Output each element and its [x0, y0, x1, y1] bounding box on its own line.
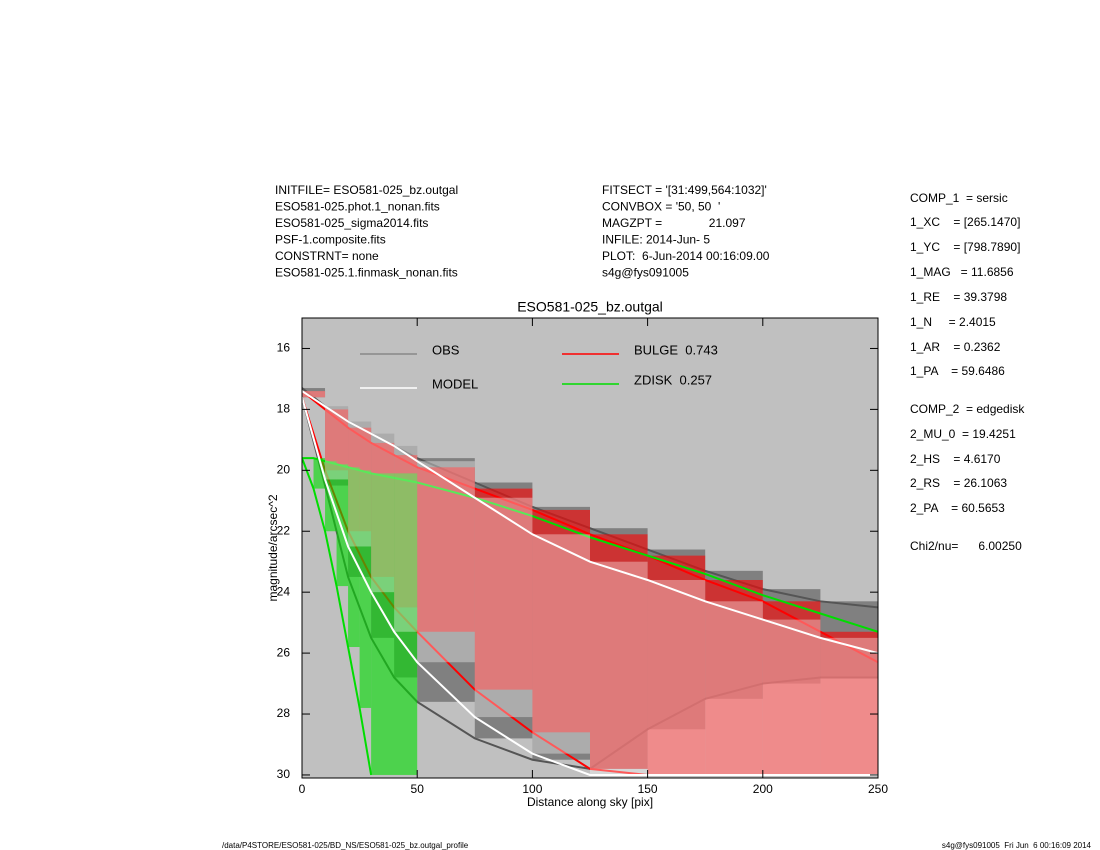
- band-segment: [590, 534, 648, 769]
- x-tick-label: 100: [522, 782, 542, 796]
- x-axis-label: Distance along sky [pix]: [527, 795, 653, 809]
- band-segment: [313, 458, 326, 489]
- header-left-line: CONSTRNT= none: [275, 249, 379, 263]
- fit-parameter: 2_HS = 4.6170: [910, 452, 1001, 466]
- x-tick-label: 50: [411, 782, 425, 796]
- fit-parameter: 2_PA = 60.5653: [910, 501, 1005, 515]
- header-middle-line: MAGZPT = 21.097: [602, 216, 746, 230]
- band-upper-edge: [302, 457, 878, 633]
- y-tick-label: 26: [277, 645, 291, 659]
- data-layer: [302, 387, 878, 776]
- plot-frame: [301, 317, 879, 779]
- band-segment: [762, 601, 821, 775]
- band-segment: [336, 464, 349, 587]
- legend-label: MODEL: [432, 376, 478, 391]
- band-upper-edge: [302, 390, 878, 664]
- y-tick-label: 30: [277, 767, 291, 781]
- band-segment: [325, 406, 349, 480]
- band-segment: [302, 391, 326, 398]
- chart-title: ESO581-025_bz.outgal: [517, 299, 663, 315]
- fit-parameter: 1_MAG = 11.6856: [910, 265, 1014, 279]
- band-segment: [417, 461, 475, 663]
- header-middle-line: FITSECT = '[31:499,564:1032]': [602, 183, 767, 197]
- legend-label: ZDISK 0.257: [634, 372, 712, 387]
- header-middle-line: PLOT: 6-Jun-2014 00:16:09.00: [602, 249, 770, 263]
- x-tick-label: 150: [638, 782, 658, 796]
- header-left-line: PSF-1.composite.fits: [275, 233, 386, 247]
- fit-parameter: 1_PA = 59.6486: [910, 364, 1005, 378]
- header-left-line: ESO581-025.1.finmask_nonan.fits: [275, 266, 458, 280]
- header-left-line: INITFILE= ESO581-025_bz.outgal: [275, 183, 458, 197]
- band-segment: [359, 470, 372, 708]
- footer-right: s4g@fys091005 Fri Jun 6 00:16:09 2014: [942, 841, 1092, 850]
- band-segment: [705, 579, 763, 775]
- band-upper-edge: [302, 390, 878, 655]
- x-tick-label: 200: [753, 782, 773, 796]
- fit-parameter: COMP_2 = edgedisk: [910, 402, 1025, 416]
- x-tick-label: 250: [868, 782, 888, 796]
- fit-parameter: 1_RE = 39.3798: [910, 290, 1007, 304]
- band-segment: [394, 445, 418, 632]
- band-lower-edge: [302, 457, 373, 776]
- band-segment: [348, 421, 372, 547]
- fit-parameter: COMP_1 = sersic: [910, 191, 1008, 205]
- band-segment: [302, 391, 326, 398]
- fit-parameter: 1_N = 2.4015: [910, 315, 996, 329]
- fit-parameter: 1_YC = [798.7890]: [910, 240, 1020, 254]
- band-segment: [371, 473, 418, 775]
- y-tick-label: 28: [277, 706, 291, 720]
- band-segment: [371, 433, 395, 593]
- header-left-line: ESO581-025.phot.1_nonan.fits: [275, 200, 440, 214]
- y-tick-label: 20: [277, 462, 291, 476]
- band-segment: [647, 555, 706, 775]
- header-middle-line: s4g@fys091005: [602, 266, 689, 280]
- header-middle-line: INFILE: 2014-Jun- 5: [602, 233, 710, 247]
- band-segment: [532, 534, 590, 754]
- band-segment: [820, 631, 878, 775]
- fit-parameter: 2_MU_0 = 19.4251: [910, 427, 1016, 441]
- y-tick-label: 22: [277, 523, 291, 537]
- band-segment: [474, 488, 533, 690]
- fit-parameter: 1_XC = [265.1470]: [910, 215, 1020, 229]
- legend-label: BULGE 0.743: [634, 342, 718, 357]
- y-tick-label: 16: [277, 341, 291, 355]
- y-tick-label: 24: [277, 584, 291, 598]
- fit-parameter: Chi2/nu= 6.00250: [910, 539, 1022, 553]
- band-segment: [820, 637, 878, 775]
- band-segment: [590, 561, 648, 775]
- y-axis-label: magnitude/arcsec^2: [266, 494, 280, 601]
- band-segment: [647, 579, 706, 775]
- y-tick-label: 18: [277, 402, 291, 416]
- header-left-line: ESO581-025_sigma2014.fits: [275, 216, 428, 230]
- fit-parameter: 2_RS = 26.1063: [910, 476, 1007, 490]
- band-lower-edge: [302, 396, 878, 776]
- band-segment: [705, 601, 763, 775]
- band-segment: [762, 619, 821, 775]
- footer-left: /data/P4STORE/ESO581-025/BD_NS/ESO581-02…: [222, 841, 469, 850]
- band-segment: [325, 409, 349, 471]
- fit-parameter: 1_AR = 0.2362: [910, 340, 1001, 354]
- band-segment: [474, 497, 533, 718]
- legend-label: OBS: [432, 342, 460, 357]
- header-middle-line: CONVBOX = '50, 50 ': [602, 200, 720, 214]
- x-tick-label: 0: [299, 782, 306, 796]
